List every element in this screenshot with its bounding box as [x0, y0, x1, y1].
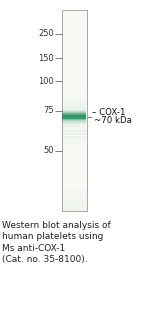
- Bar: [62, 118, 86, 119]
- Bar: [62, 149, 86, 150]
- Bar: [62, 151, 86, 152]
- Bar: [62, 117, 86, 118]
- Text: – COX-1: – COX-1: [92, 108, 125, 117]
- Text: ~70 kDa: ~70 kDa: [94, 116, 132, 125]
- Bar: [62, 118, 86, 120]
- Bar: [62, 146, 86, 147]
- Bar: [62, 129, 86, 131]
- Bar: [62, 113, 86, 115]
- Bar: [62, 124, 86, 125]
- Bar: [62, 148, 86, 149]
- Bar: [62, 104, 86, 106]
- Bar: [62, 108, 86, 109]
- Bar: [62, 10, 87, 211]
- Bar: [62, 101, 86, 102]
- Bar: [62, 188, 87, 191]
- Text: 75: 75: [43, 106, 54, 115]
- Bar: [62, 198, 87, 201]
- Bar: [62, 117, 86, 118]
- Bar: [62, 126, 86, 127]
- Bar: [62, 136, 86, 138]
- Bar: [62, 208, 87, 211]
- Bar: [62, 191, 87, 194]
- Bar: [62, 120, 86, 122]
- Bar: [62, 116, 86, 117]
- Bar: [62, 127, 86, 129]
- Text: Western blot analysis of
human platelets using
Ms anti-COX-1
(Cat. no. 35-8100).: Western blot analysis of human platelets…: [2, 221, 110, 264]
- Bar: [62, 145, 86, 146]
- Bar: [62, 99, 86, 101]
- Bar: [62, 110, 86, 111]
- Bar: [62, 139, 86, 140]
- Bar: [62, 110, 86, 111]
- Bar: [62, 134, 86, 136]
- Bar: [62, 119, 86, 120]
- Bar: [62, 115, 86, 117]
- Text: 150: 150: [38, 53, 54, 63]
- Text: 250: 250: [38, 29, 54, 38]
- Bar: [62, 95, 86, 97]
- Bar: [62, 106, 86, 108]
- Text: 100: 100: [38, 77, 54, 86]
- Text: 50: 50: [43, 146, 54, 156]
- Bar: [62, 102, 86, 104]
- Bar: [62, 194, 87, 197]
- Bar: [62, 142, 86, 143]
- Bar: [62, 137, 86, 138]
- Bar: [62, 120, 86, 121]
- Bar: [62, 129, 86, 131]
- Bar: [62, 113, 86, 114]
- Bar: [62, 114, 86, 115]
- Bar: [62, 131, 86, 133]
- Bar: [62, 131, 86, 132]
- Bar: [62, 120, 86, 121]
- Bar: [62, 94, 86, 95]
- Bar: [62, 111, 86, 112]
- Bar: [62, 122, 86, 124]
- Bar: [62, 184, 87, 187]
- Bar: [62, 115, 86, 116]
- Bar: [62, 133, 86, 134]
- Bar: [62, 122, 86, 123]
- Bar: [62, 97, 86, 99]
- Bar: [62, 205, 87, 208]
- Bar: [62, 109, 86, 110]
- Bar: [62, 140, 86, 141]
- Bar: [62, 135, 86, 137]
- Bar: [62, 143, 86, 144]
- Bar: [62, 134, 86, 135]
- Bar: [62, 112, 86, 113]
- Bar: [62, 123, 86, 124]
- Bar: [62, 121, 86, 122]
- Bar: [62, 111, 86, 113]
- Bar: [62, 133, 86, 134]
- Bar: [62, 201, 87, 204]
